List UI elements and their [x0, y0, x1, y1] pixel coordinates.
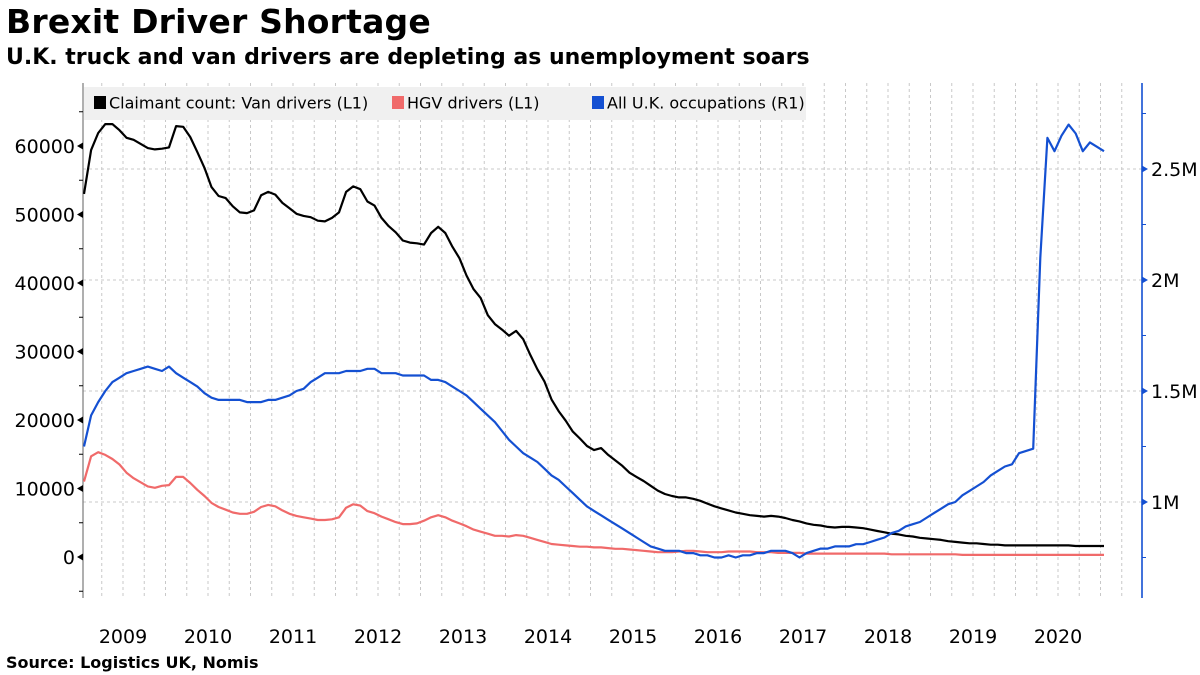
x-axis-tick-label: 2010	[184, 626, 232, 648]
x-axis-tick-label: 2019	[949, 626, 997, 648]
right-axis-tick-label: 1M	[1151, 492, 1179, 514]
left-axis-tick-label: 0	[63, 547, 75, 569]
left-axis-tick-label: 40000	[15, 273, 75, 295]
x-axis-tick-label: 2020	[1034, 626, 1082, 648]
left-axis-tick-label: 20000	[15, 410, 75, 432]
legend-label-3: All U.K. occupations (R1)	[607, 94, 805, 113]
series-line-2	[82, 451, 1104, 557]
left-axis-tick-label: 10000	[15, 479, 75, 501]
x-axis-tick-label: 2009	[99, 626, 147, 648]
left-axis-tick	[77, 485, 83, 492]
legend-label-2: HGV drivers (L1)	[407, 94, 540, 113]
series-line-1	[82, 122, 1104, 548]
right-axis-tick-label: 1.5M	[1151, 381, 1198, 403]
left-axis-tick	[77, 279, 83, 287]
right-axis-tick	[1142, 498, 1148, 506]
x-axis-tick-label: 2015	[609, 626, 657, 648]
left-axis-tick	[77, 416, 83, 424]
legend-swatch-2	[392, 96, 404, 109]
chart-subtitle: U.K. truck and van drivers are depleting…	[6, 45, 810, 70]
legend: Claimant count: Van drivers (L1) HGV driv…	[84, 87, 806, 120]
left-axis-tick-label: 50000	[15, 205, 75, 227]
series-lines	[82, 122, 1105, 559]
legend-swatch-1	[94, 96, 106, 109]
legend-swatch-3	[592, 96, 604, 109]
x-axis-tick-label: 2017	[779, 626, 827, 648]
right-axis-tick	[1142, 165, 1148, 173]
series-line-3	[82, 123, 1105, 559]
x-axis-tick-label: 2018	[864, 626, 912, 648]
legend-label-1: Claimant count: Van drivers (L1)	[109, 94, 368, 113]
right-axis-tick	[1142, 387, 1148, 395]
right-axis-tick	[1142, 276, 1148, 284]
x-axis-tick-label: 2014	[524, 626, 572, 648]
x-axis-tick-label: 2012	[354, 626, 402, 648]
source-note: Source: Logistics UK, Nomis	[6, 653, 259, 672]
left-axis-tick	[77, 553, 83, 561]
left-axis-tick-label: 30000	[15, 342, 75, 364]
x-axis-tick-label: 2016	[694, 626, 742, 648]
left-axis-tick	[77, 348, 83, 355]
grid-lines	[83, 83, 1142, 598]
legend-background	[84, 87, 806, 120]
chart-title: Brexit Driver Shortage	[6, 2, 431, 41]
left-axis-tick	[77, 211, 83, 218]
right-axis-tick-label: 2.5M	[1151, 159, 1198, 181]
right-axis-tick-label: 2M	[1151, 270, 1179, 292]
x-axis-tick-label: 2013	[439, 626, 487, 648]
axes: 0 10000 20000 30000 40000 50000 60000 1M 1.5M 2M 2…	[15, 83, 1198, 648]
left-axis-tick-label: 60000	[15, 136, 75, 158]
x-axis-tick-label: 2011	[269, 626, 317, 648]
left-axis-tick	[77, 142, 83, 150]
